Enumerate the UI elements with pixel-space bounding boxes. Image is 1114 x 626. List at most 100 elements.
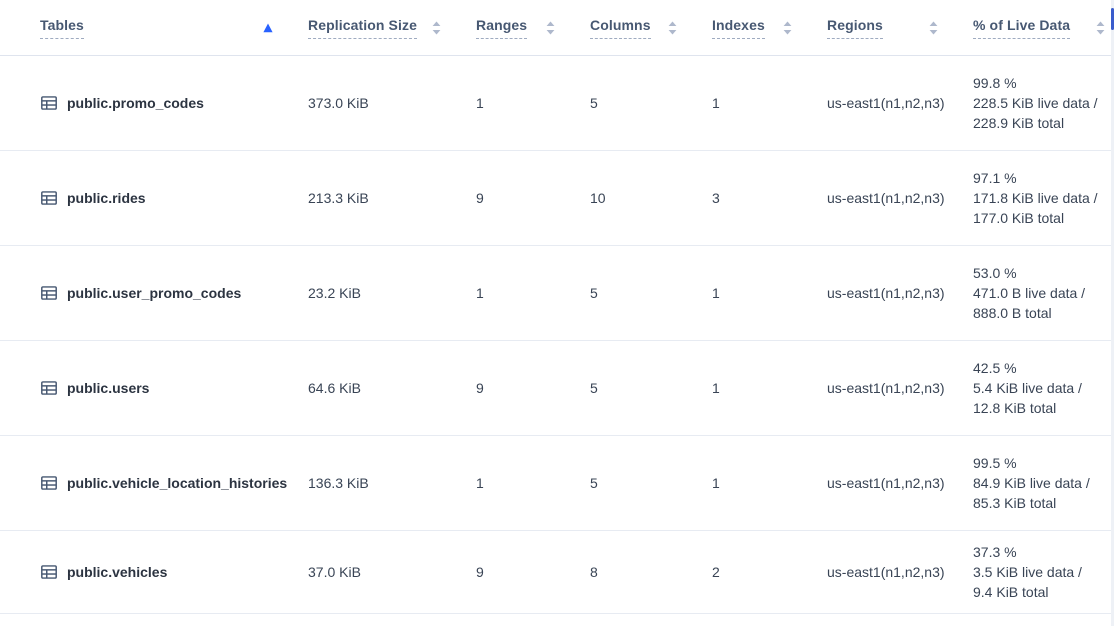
table-name-link[interactable]: public.promo_codes [67,95,204,111]
column-header-ranges[interactable]: Ranges [476,0,590,55]
table-row[interactable]: public.users 64.6 KiB 9 5 1 us-east1(n1,… [0,341,1114,436]
sort-icon [929,21,938,35]
table-icon [40,284,58,302]
column-header-label: Indexes [712,17,765,39]
columns-value: 5 [590,380,598,396]
total-data-size: 9.4 KiB total [973,584,1049,600]
table-name-link[interactable]: public.vehicle_location_histories [67,475,288,491]
live-data-size: 84.9 KiB live data / [973,475,1090,491]
column-header-live-data[interactable]: % of Live Data [973,0,1114,55]
ranges-value: 1 [476,475,484,491]
replication-size-value: 373.0 KiB [308,95,369,111]
table-row[interactable]: public.promo_codes 373.0 KiB 1 5 1 us-ea… [0,56,1114,151]
columns-value: 5 [590,95,598,111]
table-name-link[interactable]: public.vehicles [67,564,168,580]
table-name-link[interactable]: public.user_promo_codes [67,285,242,301]
live-data-cell: 42.5 % 5.4 KiB live data / 12.8 KiB tota… [973,358,1114,418]
column-header-replication-size[interactable]: Replication Size [308,0,476,55]
column-header-label: % of Live Data [973,17,1071,39]
table-name-cell: public.vehicles [40,563,308,581]
live-data-size: 171.8 KiB live data / [973,190,1098,206]
table-icon [40,474,58,492]
total-data-size: 177.0 KiB total [973,210,1065,226]
live-percent: 99.5 % [973,455,1017,471]
indexes-value: 1 [712,285,720,301]
column-header-label: Replication Size [308,17,417,39]
live-data-size: 5.4 KiB live data / [973,380,1082,396]
scrollbar-thumb[interactable] [1111,8,1114,30]
column-header-label: Columns [590,17,651,39]
table-name-cell: public.promo_codes [40,94,308,112]
live-data-cell: 37.3 % 3.5 KiB live data / 9.4 KiB total [973,542,1114,602]
regions-value: us-east1(n1,n2,n3) [827,95,945,111]
live-percent: 37.3 % [973,544,1017,560]
ranges-value: 1 [476,285,484,301]
table-name-cell: public.user_promo_codes [40,284,308,302]
indexes-value: 1 [712,380,720,396]
live-data-cell: 99.8 % 228.5 KiB live data / 228.9 KiB t… [973,73,1114,133]
ranges-value: 9 [476,564,484,580]
indexes-value: 2 [712,564,720,580]
live-percent: 99.8 % [973,75,1017,91]
replication-size-value: 64.6 KiB [308,380,361,396]
sort-icon [668,21,677,35]
sort-ascending-icon [263,23,273,33]
replication-size-value: 23.2 KiB [308,285,361,301]
sort-icon [432,21,441,35]
table-icon [40,379,58,397]
regions-value: us-east1(n1,n2,n3) [827,190,945,206]
table-icon [40,563,58,581]
sort-icon [783,21,792,35]
live-data-size: 228.5 KiB live data / [973,95,1098,111]
sort-icon [546,21,555,35]
column-header-regions[interactable]: Regions [827,0,973,55]
live-percent: 42.5 % [973,360,1017,376]
ranges-value: 9 [476,380,484,396]
table-row[interactable]: public.vehicle_location_histories 136.3 … [0,436,1114,531]
column-header-columns[interactable]: Columns [590,0,712,55]
live-data-size: 471.0 B live data / [973,285,1086,301]
columns-value: 10 [590,190,606,206]
live-percent: 53.0 % [973,265,1017,281]
sort-icon [1096,21,1105,35]
table-row[interactable]: public.rides 213.3 KiB 9 10 3 us-east1(n… [0,151,1114,246]
ranges-value: 9 [476,190,484,206]
total-data-size: 12.8 KiB total [973,400,1057,416]
regions-value: us-east1(n1,n2,n3) [827,564,945,580]
live-data-cell: 99.5 % 84.9 KiB live data / 85.3 KiB tot… [973,453,1114,513]
total-data-size: 888.0 B total [973,305,1052,321]
indexes-value: 1 [712,475,720,491]
total-data-size: 85.3 KiB total [973,495,1057,511]
table-header-row: Tables Replication Size Ranges Columns I [0,0,1114,56]
replication-size-value: 37.0 KiB [308,564,361,580]
indexes-value: 1 [712,95,720,111]
column-header-tables[interactable]: Tables [40,0,308,55]
columns-value: 5 [590,475,598,491]
table-name-link[interactable]: public.users [67,380,150,396]
replication-size-value: 213.3 KiB [308,190,369,206]
column-header-label: Tables [40,17,84,39]
indexes-value: 3 [712,190,720,206]
column-header-label: Regions [827,17,883,39]
total-data-size: 228.9 KiB total [973,115,1065,131]
table-name-cell: public.users [40,379,308,397]
table-name-link[interactable]: public.rides [67,190,146,206]
regions-value: us-east1(n1,n2,n3) [827,285,945,301]
live-data-cell: 53.0 % 471.0 B live data / 888.0 B total [973,263,1114,323]
columns-value: 8 [590,564,598,580]
table-name-cell: public.vehicle_location_histories [40,474,308,492]
column-header-label: Ranges [476,17,528,39]
table-row[interactable]: public.user_promo_codes 23.2 KiB 1 5 1 u… [0,246,1114,341]
column-header-indexes[interactable]: Indexes [712,0,827,55]
regions-value: us-east1(n1,n2,n3) [827,380,945,396]
replication-size-value: 136.3 KiB [308,475,369,491]
live-data-size: 3.5 KiB live data / [973,564,1082,580]
table-row[interactable]: public.vehicles 37.0 KiB 9 8 2 us-east1(… [0,531,1114,614]
vertical-scrollbar[interactable] [1111,0,1114,626]
live-data-cell: 97.1 % 171.8 KiB live data / 177.0 KiB t… [973,168,1114,228]
table-icon [40,94,58,112]
live-percent: 97.1 % [973,170,1017,186]
table-icon [40,189,58,207]
ranges-value: 1 [476,95,484,111]
